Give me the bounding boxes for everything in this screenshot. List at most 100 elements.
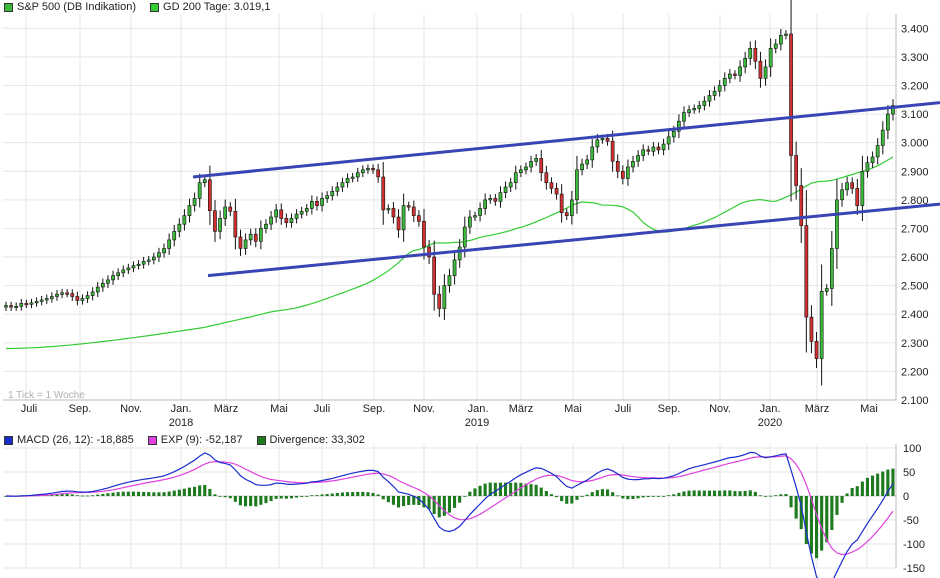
candle-body-94 [483, 199, 488, 209]
divergence-bar-31 [162, 492, 166, 496]
divergence-bar-155 [794, 496, 798, 519]
candle-body-16 [85, 295, 90, 299]
divergence-bar-69 [356, 491, 360, 496]
candle-body-39 [202, 179, 207, 184]
divergence-bar-117 [600, 489, 604, 496]
divergence-bar-39 [203, 485, 207, 496]
candle-body-45 [233, 211, 238, 238]
divergence-bar-70 [361, 491, 365, 496]
divergence-bar-45 [233, 496, 237, 502]
divergence-bar-143 [733, 491, 737, 496]
divergence-bar-106 [544, 491, 548, 496]
candle-body-49 [253, 233, 258, 242]
candle-body-46 [238, 236, 243, 249]
macd-ytick-4: -100 [903, 539, 925, 551]
divergence-bar-162 [830, 496, 834, 530]
candle-body-161 [824, 288, 829, 292]
divergence-bar-56 [289, 496, 293, 499]
divergence-bar-126 [646, 496, 650, 497]
divergence-bar-161 [825, 496, 829, 543]
divergence-bar-128 [656, 496, 660, 497]
candle-body-89 [457, 246, 462, 261]
candle-body-165 [845, 182, 849, 191]
divergence-bar-19 [101, 493, 105, 496]
price-ytick-1: 3.300 [901, 52, 929, 64]
divergence-bar-146 [748, 490, 752, 496]
divergence-bar-99 [509, 482, 513, 496]
divergence-bar-54 [279, 496, 283, 499]
x-month-label-16: März [805, 403, 829, 415]
divergence-bar-62 [320, 494, 324, 496]
candle-body-37 [192, 198, 197, 206]
candle-body-93 [478, 208, 482, 216]
candle-body-17 [90, 291, 95, 296]
candle-body-95 [488, 198, 493, 201]
candle-body-163 [835, 199, 839, 249]
divergence-bar-136 [697, 490, 701, 496]
x-month-label-17: Mai [860, 403, 878, 415]
candle-body-58 [299, 211, 304, 215]
macd-layer [5, 451, 894, 578]
price-legend: S&P 500 (DB Indikation) GD 200 Tage: 3.0… [4, 1, 270, 13]
candle-body-73 [376, 169, 381, 178]
divergence-bar-23 [121, 491, 125, 496]
legend-label-sp500: S&P 500 (DB Indikation) [17, 1, 137, 13]
candle-body-1 [9, 305, 13, 308]
candle-body-164 [840, 189, 844, 201]
candle-body-121 [620, 171, 625, 179]
price-ytick-11: 2.300 [901, 338, 929, 350]
divergence-bar-48 [249, 496, 253, 507]
x-month-label-1: Sep. [69, 403, 92, 415]
divergence-bar-150 [769, 495, 773, 497]
candle-body-106 [544, 172, 549, 183]
divergence-bar-14 [75, 495, 79, 496]
divergence-bar-89 [458, 496, 462, 503]
candle-body-13 [70, 293, 75, 297]
divergence-bar-71 [366, 492, 370, 496]
candle-body-144 [738, 66, 742, 76]
candle-body-28 [146, 259, 151, 262]
divergence-bar-149 [764, 496, 768, 497]
candle-body-36 [187, 205, 192, 216]
candle-body-79 [406, 205, 411, 208]
divergence-bar-140 [718, 490, 722, 496]
legend-swatch-exp [147, 435, 157, 445]
candle-body-171 [875, 145, 880, 158]
divergence-bar-119 [611, 492, 615, 496]
candle-body-9 [49, 296, 54, 299]
divergence-bar-20 [106, 493, 110, 496]
divergence-bar-46 [238, 496, 242, 506]
trendline-lower [207, 202, 940, 278]
candle-body-142 [727, 73, 732, 79]
candle-body-127 [651, 146, 656, 152]
candle-body-68 [350, 176, 355, 179]
candle-body-11 [60, 292, 64, 295]
candle-body-129 [661, 143, 666, 151]
gd200-line [6, 156, 894, 350]
legend-label-gd200: GD 200 Tage: 3.019,1 [163, 1, 271, 13]
x-month-label-15: Jan. [760, 403, 781, 415]
divergence-bar-63 [325, 494, 329, 496]
candle-body-119 [610, 140, 615, 162]
divergence-bar-105 [539, 487, 543, 496]
divergence-bar-98 [504, 482, 508, 496]
candle-body-19 [101, 282, 105, 288]
candle-body-35 [182, 215, 187, 225]
price-ytick-7: 2.700 [901, 223, 929, 235]
divergence-bar-90 [463, 496, 467, 497]
divergence-bar-51 [264, 496, 268, 504]
candle-body-71 [366, 168, 370, 171]
x-month-label-12: Juli [615, 403, 632, 415]
candle-body-145 [743, 57, 747, 68]
candle-body-63 [325, 195, 330, 199]
candle-body-56 [289, 218, 294, 223]
candle-body-168 [860, 171, 865, 206]
candle-body-97 [498, 192, 503, 202]
candle-body-148 [758, 60, 763, 79]
divergence-bar-104 [534, 484, 538, 496]
macd-y-axis: 100 50 0 -50 -100 -150 [903, 443, 925, 575]
divergence-bar-95 [488, 482, 492, 496]
candle-body-10 [55, 293, 59, 297]
divergence-bar-43 [223, 496, 227, 498]
